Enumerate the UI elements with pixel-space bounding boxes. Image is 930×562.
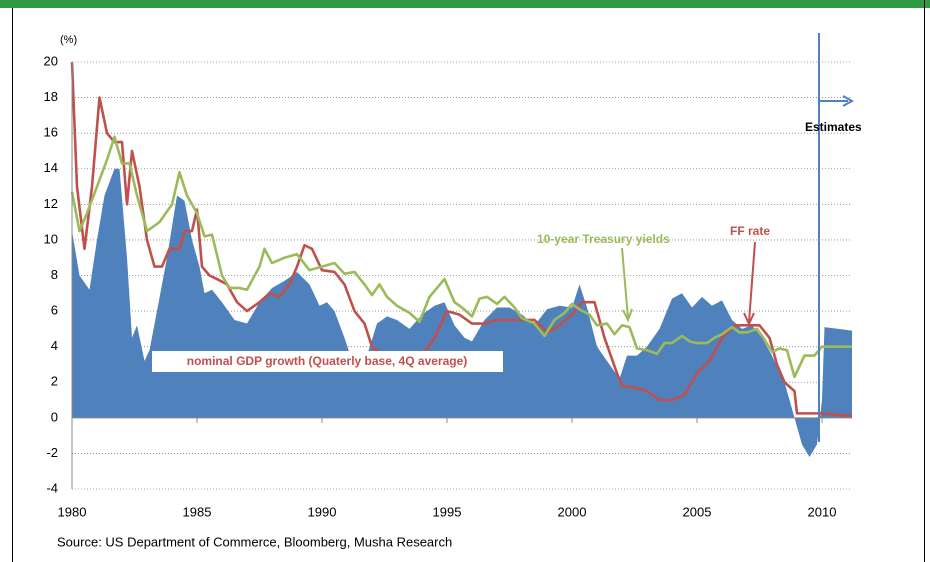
- x-tick-label: 2010: [808, 504, 837, 519]
- plot: [70, 61, 853, 457]
- green-arrow-head: [622, 308, 633, 323]
- line: [70, 135, 852, 379]
- y-tick-label: 0: [51, 409, 58, 424]
- source: Source: US Department of Commerce, Bloom…: [57, 534, 452, 549]
- x-tick-label: 2005: [683, 504, 712, 519]
- y-tick-label: 16: [44, 125, 58, 140]
- annotation: Estimates: [805, 120, 862, 134]
- x-tick-label: 2000: [558, 504, 587, 519]
- area-label: nominal GDP growth (Quaterly base, 4Q av…: [187, 354, 468, 368]
- y-tick-label: 18: [44, 89, 58, 104]
- axes: -4 -2 0 2 4 6 8 10 12 14 16 18 20 1980 1985 1990 1995 200…: [44, 53, 852, 519]
- y-unit-label: (%): [60, 34, 77, 46]
- estimates-arrow-head: [842, 95, 855, 107]
- y-tick-label: 10: [44, 231, 58, 246]
- y-tick-label: -2: [46, 445, 58, 460]
- x-tick-label: 1980: [58, 504, 87, 519]
- y-tick-label: 6: [51, 303, 58, 318]
- red-label: FF rate: [730, 224, 770, 238]
- green-arrow: [621, 247, 629, 319]
- y-tick-label: 20: [44, 53, 58, 68]
- red-arrow: [748, 241, 756, 323]
- green-label: 10-year Treasury yields: [537, 232, 670, 246]
- y-tick-label: 14: [44, 160, 58, 175]
- y-tick-label: 12: [44, 196, 58, 211]
- y-tick-label: 4: [51, 338, 58, 353]
- area: [72, 168, 852, 457]
- x-tick-label: 1990: [308, 504, 337, 519]
- header-bar: [0, 0, 930, 8]
- x-tick-label: 1995: [433, 504, 462, 519]
- y-tick-label: 8: [51, 267, 58, 282]
- y-tick-label: 2: [51, 374, 58, 389]
- x-tick-label: 1985: [183, 504, 212, 519]
- red-arrow-head: [743, 312, 755, 327]
- area-label-box: [152, 351, 503, 372]
- y-tick-label: -4: [46, 480, 58, 495]
